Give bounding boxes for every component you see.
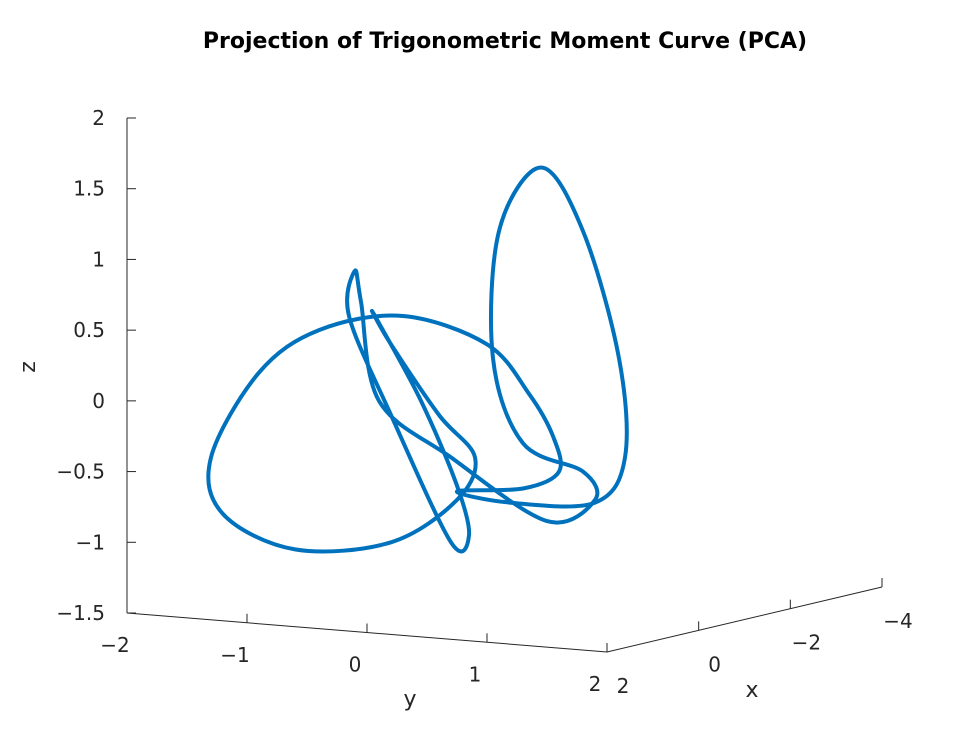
- y-tick-label: −2: [100, 633, 129, 657]
- x-axis-label: x: [745, 678, 758, 703]
- series-line: [206, 165, 629, 554]
- z-tick-label: 0.5: [73, 318, 105, 342]
- chart-title: Projection of Trigonometric Moment Curve…: [203, 29, 807, 54]
- z-tick-label: −0.5: [56, 460, 105, 484]
- x-axis-line: [606, 586, 883, 653]
- z-tick-label: 2: [92, 106, 105, 130]
- z-tick-label: −1.5: [56, 601, 105, 625]
- x-tick-label: −4: [883, 609, 912, 633]
- z-axis: 2 1.5 1 0.5 0 −0.5 −1 −1.5 z: [16, 106, 136, 625]
- z-tick-label: −1: [76, 530, 105, 554]
- y-axis-label: y: [403, 687, 416, 712]
- z-axis-label: z: [16, 361, 41, 373]
- y-tick-label: 0: [349, 653, 362, 677]
- plot-area: [206, 165, 629, 554]
- y-tick-label: 1: [469, 662, 482, 686]
- z-tick-label: 0: [92, 389, 105, 413]
- x-tick-label: 2: [617, 674, 630, 698]
- y-tick-label: −1: [220, 643, 249, 667]
- y-tick-label: 2: [589, 672, 602, 696]
- x-axis: 2 0 −2 −4 x: [606, 578, 913, 703]
- x-tick-label: 0: [708, 652, 721, 676]
- x-tick-label: −2: [792, 631, 821, 655]
- y-axis: −2 −1 0 1 2 y: [100, 604, 608, 712]
- z-tick-label: 1: [92, 247, 105, 271]
- z-tick-label: 1.5: [73, 177, 105, 201]
